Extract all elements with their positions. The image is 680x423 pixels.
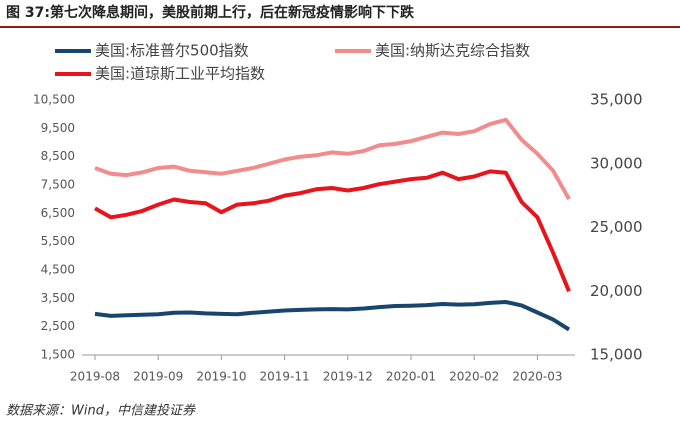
y2-tick-label: 15,000 [590,346,643,364]
legend-label: 美国:道琼斯工业平均指数 [95,65,265,83]
legend-label: 美国:纳斯达克综合指数 [375,42,530,60]
x-tick-label: 2019-09 [133,370,183,384]
y-tick-label: 2,500 [41,319,75,333]
y2-tick-label: 35,000 [590,91,643,109]
source-note: 数据来源：Wind，中信建投证券 [6,404,196,419]
y-tick-label: 1,500 [41,348,75,362]
x-tick-label: 2019-10 [196,370,246,384]
chart-title: 图 37:第七次降息期间，美股前期上行，后在新冠疫情影响下下跌 [6,4,415,21]
series-line [94,169,571,293]
y2-tick-label: 20,000 [590,282,643,300]
y-tick-label: 3,500 [41,291,75,305]
y-tick-label: 10,500 [33,93,75,107]
series-line [94,300,571,332]
x-tick-label: 2019-08 [70,370,120,384]
title-rule [0,26,680,28]
legend-label: 美国:标准普尔500指数 [95,42,249,60]
x-tick-label: 2020-01 [386,370,436,384]
y-tick-label: 8,500 [41,149,75,163]
y-tick-label: 6,500 [41,206,75,220]
y-tick-label: 7,500 [41,178,75,192]
y2-tick-label: 30,000 [590,154,643,172]
y-tick-label: 5,500 [41,234,75,248]
x-tick-label: 2020-02 [449,370,499,384]
y2-tick-label: 25,000 [590,218,643,236]
y-tick-label: 4,500 [41,263,75,277]
y-tick-label: 9,500 [41,121,75,135]
x-tick-label: 2019-12 [323,370,373,384]
x-tick-label: 2019-11 [260,370,310,384]
series-line [94,117,571,201]
x-tick-label: 2020-03 [512,370,562,384]
